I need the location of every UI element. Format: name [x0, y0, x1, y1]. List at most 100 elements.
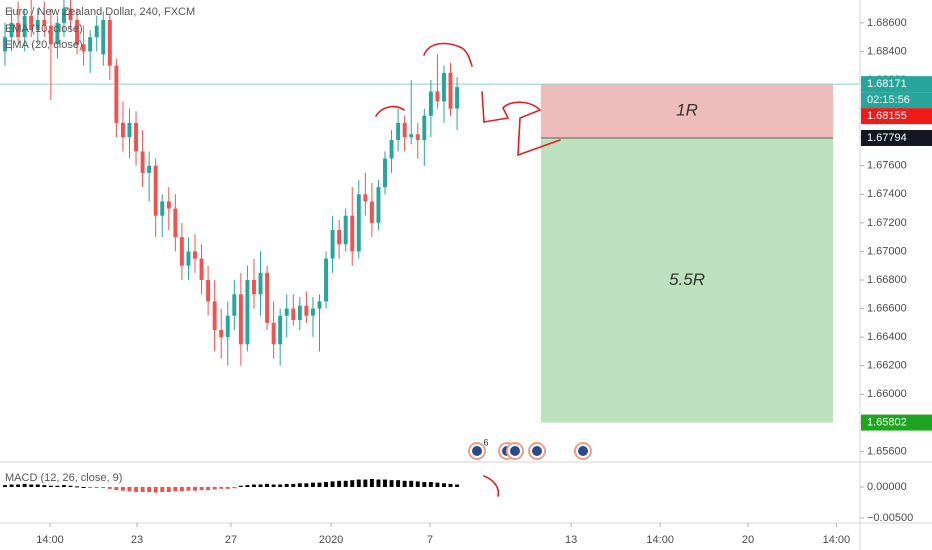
y-tick-label: 0.00000	[867, 481, 907, 493]
macd-bar	[193, 486, 197, 491]
macd-bar	[9, 484, 14, 487]
macd-bar	[166, 486, 171, 492]
x-tick-label: 14:00	[646, 534, 674, 546]
candle-body	[422, 115, 427, 140]
candle-body	[114, 65, 119, 123]
macd-bar	[61, 485, 66, 487]
macd-bar	[291, 483, 296, 487]
entry-price-label: 1.67794	[867, 132, 907, 144]
position-tool: 1R 5.5R	[540, 84, 834, 423]
candle-body	[140, 151, 145, 173]
candle-body	[363, 194, 368, 202]
candle-body	[179, 237, 184, 266]
event-icon	[532, 446, 542, 456]
candle-body	[147, 165, 152, 173]
macd-bar	[225, 486, 230, 489]
last-price-bg	[861, 108, 932, 125]
candle-body	[428, 91, 433, 116]
macd-bar	[212, 486, 217, 490]
macd-bar	[297, 483, 302, 487]
annotation	[483, 475, 500, 497]
macd-bar	[402, 480, 407, 487]
candle-body	[9, 22, 14, 38]
candle-body	[35, 20, 40, 30]
macd-bar	[127, 486, 132, 492]
macd-bar	[383, 479, 387, 487]
annotation	[423, 42, 473, 67]
countdown-label: 02:15:56	[867, 94, 910, 106]
macd-bar	[310, 482, 315, 487]
macd-bar	[330, 481, 335, 487]
chart-title: Euro / New Zealand Dollar, 240, FXCM	[5, 6, 195, 18]
candle-body	[350, 215, 355, 252]
macd-bar	[42, 485, 47, 487]
candle-body	[435, 91, 440, 102]
macd-bar	[271, 484, 276, 487]
macd-bar	[160, 486, 165, 492]
candle-body	[212, 301, 217, 330]
macd-bar	[369, 478, 374, 487]
reward-label: 5.5R	[669, 270, 705, 289]
candle-body	[343, 215, 348, 245]
candle-body	[304, 305, 309, 316]
macd-bar	[343, 480, 348, 487]
x-tick-label: 2020	[319, 534, 343, 546]
candle-body	[402, 122, 407, 138]
x-tick-label: 7	[427, 534, 433, 546]
macd-bar	[101, 486, 106, 488]
y-tick-label: 1.67400	[867, 188, 907, 200]
candle-body	[88, 37, 93, 52]
candle-body	[251, 280, 256, 295]
candle-body	[3, 37, 7, 52]
candle-body	[22, 15, 27, 38]
macd-bar	[120, 486, 125, 491]
x-tick-label: 13	[565, 534, 577, 546]
candle-body	[330, 230, 335, 259]
candle-body	[55, 22, 60, 45]
candle-body	[356, 194, 361, 252]
candle-body	[75, 20, 80, 45]
candle-body	[441, 72, 446, 102]
macd-bar	[245, 485, 250, 487]
candle-body	[376, 187, 381, 223]
x-tick-label: 27	[225, 534, 237, 546]
stop-price-label: 1.68171	[867, 78, 907, 90]
macd-bar	[376, 479, 381, 487]
event-icons: 6	[468, 437, 592, 460]
candle-body	[29, 15, 34, 30]
candle-body	[127, 122, 132, 138]
macd-bar	[278, 484, 283, 487]
y-tick-label: 1.67600	[867, 160, 907, 172]
target-price-label: 1.65802	[867, 416, 907, 428]
candle-body	[389, 140, 394, 159]
candle-body	[271, 322, 276, 345]
candle-body	[337, 230, 342, 245]
y-tick-label: 1.68400	[867, 45, 907, 57]
candle-body	[324, 258, 328, 302]
macd-bar	[179, 486, 184, 492]
annotation	[481, 91, 561, 157]
macd-bar	[428, 482, 433, 487]
macd-bar	[441, 483, 446, 487]
y-tick-label: 1.66400	[867, 331, 907, 343]
target-price-label-bg	[861, 414, 932, 431]
candle-body	[186, 251, 191, 266]
macd-bar	[48, 485, 53, 487]
candle-body	[232, 294, 237, 316]
macd-bar	[16, 484, 21, 487]
macd-bar	[88, 486, 93, 488]
candle-body	[245, 280, 250, 345]
candle-body	[317, 301, 322, 309]
x-tick-label: 23	[131, 534, 143, 546]
last-price-label: 1.68155	[867, 110, 907, 122]
candle-body	[278, 315, 283, 345]
candle-body	[297, 305, 302, 320]
stop-price-label-bg	[861, 76, 932, 93]
y-tick-label: 1.65600	[867, 445, 907, 457]
candle-body	[193, 251, 197, 259]
indicator-label: EMA (20, close)	[5, 39, 83, 51]
macd-bar	[448, 483, 453, 487]
candle-body	[383, 158, 387, 188]
candle-body	[94, 25, 99, 38]
